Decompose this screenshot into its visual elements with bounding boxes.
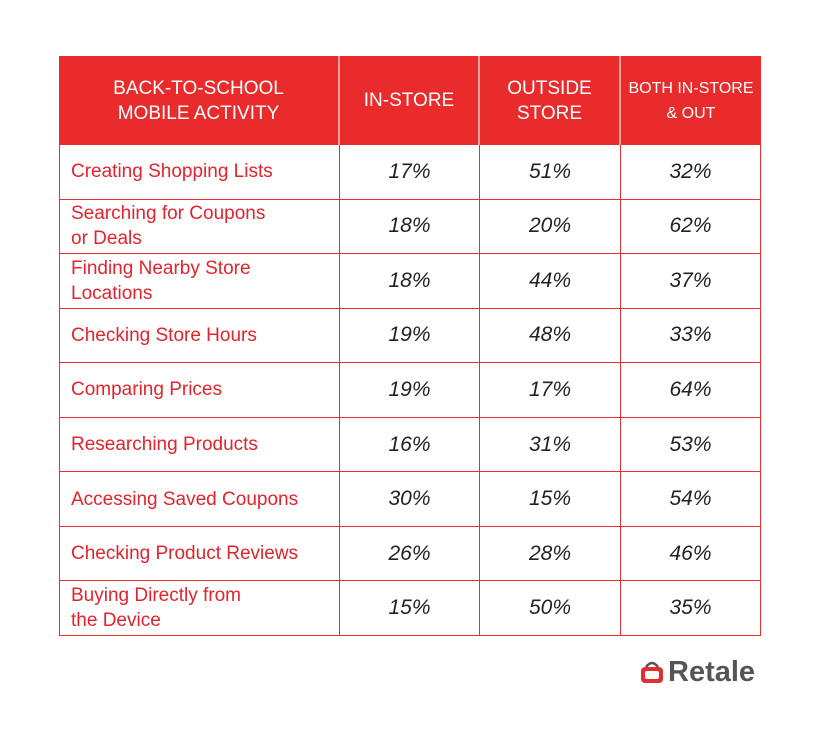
value-cell: 18% bbox=[340, 199, 480, 255]
row-label-cell: Checking Product Reviews bbox=[59, 526, 340, 582]
value: 33% bbox=[669, 323, 712, 347]
value: 28% bbox=[528, 541, 572, 565]
header-cell: IN-STORE bbox=[340, 56, 480, 145]
value: 54% bbox=[669, 487, 712, 511]
header-text: IN-STORE bbox=[363, 90, 455, 111]
value-cell: 44% bbox=[480, 254, 621, 309]
value-cell: 62% bbox=[621, 199, 761, 255]
value-cell: 53% bbox=[621, 417, 761, 473]
row-label: Searching for Coupons bbox=[71, 203, 266, 225]
value-cell: 35% bbox=[621, 581, 761, 636]
value: 51% bbox=[528, 159, 572, 183]
value: 26% bbox=[388, 541, 431, 565]
value-cell: 32% bbox=[621, 145, 761, 200]
value: 17% bbox=[528, 377, 572, 401]
row-label-cell: Checking Store Hours bbox=[59, 308, 340, 364]
row-label-cell: Comparing Prices bbox=[59, 363, 340, 418]
value-cell: 30% bbox=[340, 472, 480, 527]
row-label: Creating Shopping Lists bbox=[71, 161, 273, 183]
value-cell: 18% bbox=[340, 254, 480, 309]
row-label: Checking Store Hours bbox=[71, 324, 257, 346]
value: 30% bbox=[388, 487, 431, 511]
header-text: & OUT bbox=[666, 104, 716, 122]
header-text: BOTH IN-STORE bbox=[628, 79, 754, 97]
value: 46% bbox=[669, 541, 712, 565]
value: 44% bbox=[528, 268, 572, 292]
row-label-cell: Accessing Saved Coupons bbox=[59, 472, 340, 527]
value-cell: 50% bbox=[480, 581, 621, 636]
logo-text: Retale bbox=[668, 655, 756, 688]
row-label: the Device bbox=[71, 610, 161, 632]
value-cell: 51% bbox=[480, 145, 621, 200]
header-text: STORE bbox=[516, 102, 583, 124]
value-cell: 64% bbox=[621, 363, 761, 418]
value: 31% bbox=[528, 432, 572, 456]
value-cell: 31% bbox=[480, 417, 621, 473]
value: 62% bbox=[669, 214, 712, 238]
header-text: MOBILE ACTIVITY bbox=[117, 102, 280, 124]
value: 19% bbox=[388, 323, 431, 347]
row-label: Researching Products bbox=[71, 434, 258, 456]
logo: Retale bbox=[640, 652, 755, 692]
header-cell: BOTH IN-STORE & OUT bbox=[621, 56, 761, 145]
value: 64% bbox=[669, 377, 712, 401]
value: 16% bbox=[388, 432, 431, 456]
value-cell: 19% bbox=[340, 363, 480, 418]
value: 20% bbox=[528, 214, 572, 238]
value-cell: 16% bbox=[340, 417, 480, 473]
row-label: Finding Nearby Store bbox=[71, 257, 251, 279]
value: 19% bbox=[388, 377, 431, 401]
row-label-cell: Buying Directly from the Device bbox=[59, 581, 340, 636]
value-cell: 28% bbox=[480, 526, 621, 582]
value: 37% bbox=[669, 268, 712, 292]
value: 48% bbox=[528, 323, 572, 347]
value-cell: 54% bbox=[621, 472, 761, 527]
value: 32% bbox=[669, 159, 712, 183]
value-cell: 15% bbox=[340, 581, 480, 636]
value-cell: 46% bbox=[621, 526, 761, 582]
value-cell: 17% bbox=[480, 363, 621, 418]
header-text: OUTSIDE bbox=[507, 77, 592, 99]
row-label-cell: Finding Nearby Store Locations bbox=[59, 254, 340, 309]
row-label-cell: Researching Products bbox=[59, 417, 340, 473]
value: 18% bbox=[388, 214, 431, 238]
value: 50% bbox=[528, 596, 572, 620]
value-cell: 33% bbox=[621, 308, 761, 364]
row-label: Locations bbox=[71, 282, 153, 304]
value: 15% bbox=[528, 487, 572, 511]
row-label: or Deals bbox=[71, 228, 142, 250]
value-cell: 15% bbox=[480, 472, 621, 527]
header-cell: BACK-TO-SCHOOL MOBILE ACTIVITY bbox=[59, 56, 340, 145]
header-text: BACK-TO-SCHOOL bbox=[113, 77, 284, 99]
value: 15% bbox=[388, 596, 431, 620]
value-cell: 19% bbox=[340, 308, 480, 364]
header-cell: OUTSIDE STORE bbox=[480, 56, 621, 145]
value: 17% bbox=[388, 159, 431, 183]
value-cell: 26% bbox=[340, 526, 480, 582]
logo-icon bbox=[641, 661, 663, 683]
value-cell: 48% bbox=[480, 308, 621, 364]
row-label-cell: Searching for Coupons or Deals bbox=[59, 199, 340, 255]
value-cell: 20% bbox=[480, 199, 621, 255]
row-label: Comparing Prices bbox=[71, 379, 222, 401]
value: 18% bbox=[388, 268, 431, 292]
row-label: Accessing Saved Coupons bbox=[71, 488, 299, 510]
value: 35% bbox=[669, 596, 712, 620]
value-cell: 37% bbox=[621, 254, 761, 309]
row-label-cell: Creating Shopping Lists bbox=[59, 145, 340, 200]
value-cell: 17% bbox=[340, 145, 480, 200]
row-label: Checking Product Reviews bbox=[71, 543, 299, 565]
row-label: Buying Directly from bbox=[71, 585, 241, 607]
value: 53% bbox=[669, 432, 712, 456]
